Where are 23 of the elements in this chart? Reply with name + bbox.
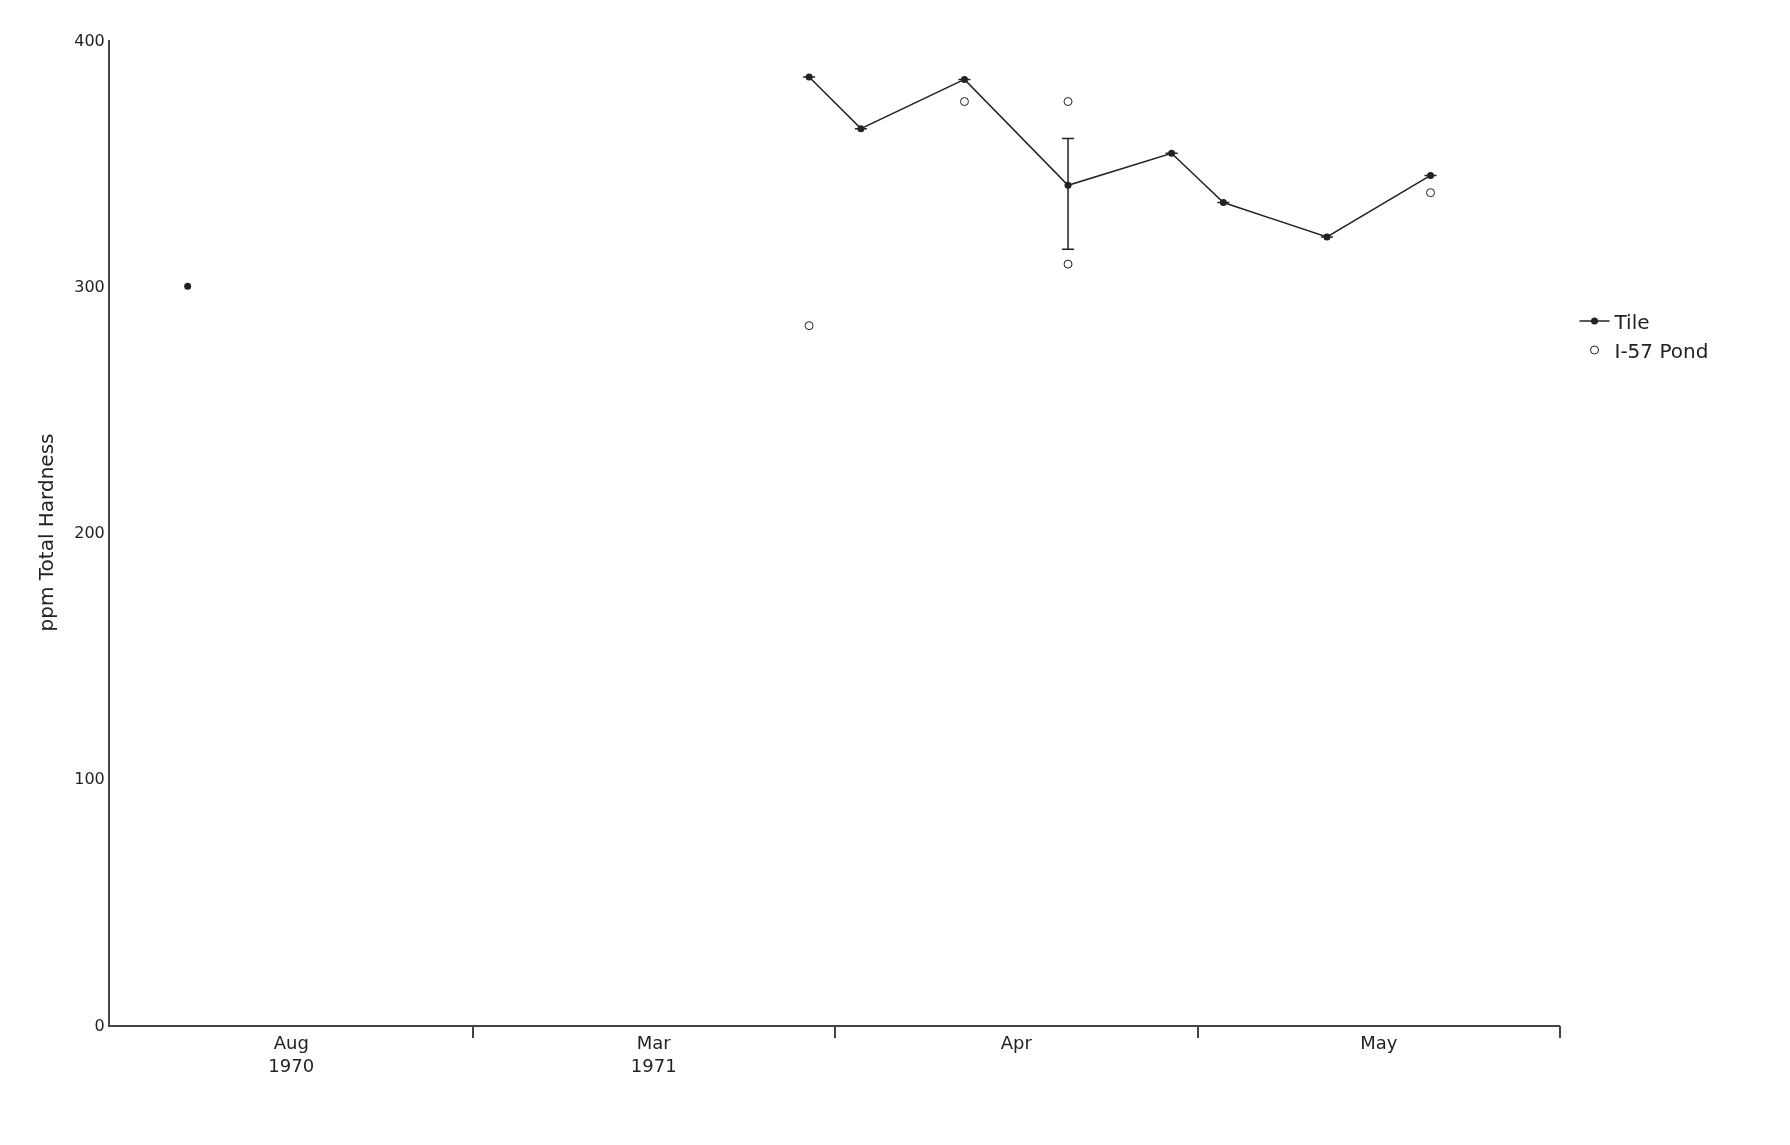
x-tick-label: Aug 1970 (268, 1031, 315, 1076)
point (1063, 97, 1073, 107)
point (184, 282, 192, 290)
point (1064, 181, 1072, 189)
point (1426, 188, 1436, 198)
y-tick-label: 100 (74, 769, 105, 789)
y-tick-label: 0 (94, 1015, 105, 1035)
y-tick-label: 200 (74, 523, 105, 543)
point (1168, 149, 1176, 157)
legend-label: I-57 Pond (1614, 338, 1709, 363)
y-axis-title: ppm Total Hardness (34, 433, 59, 632)
point (1219, 199, 1227, 207)
x-tick-label: Apr (1000, 1031, 1033, 1053)
y-tick-label: 300 (74, 276, 105, 296)
x-tick-label: May (1360, 1031, 1398, 1053)
point (1063, 259, 1073, 269)
point (1427, 171, 1435, 179)
point (960, 75, 968, 83)
legend-label: Tile (1613, 309, 1650, 334)
x-tick-label: Mar 1971 (630, 1031, 677, 1076)
point (959, 97, 969, 107)
point (804, 321, 814, 331)
y-tick-label: 400 (74, 30, 105, 50)
